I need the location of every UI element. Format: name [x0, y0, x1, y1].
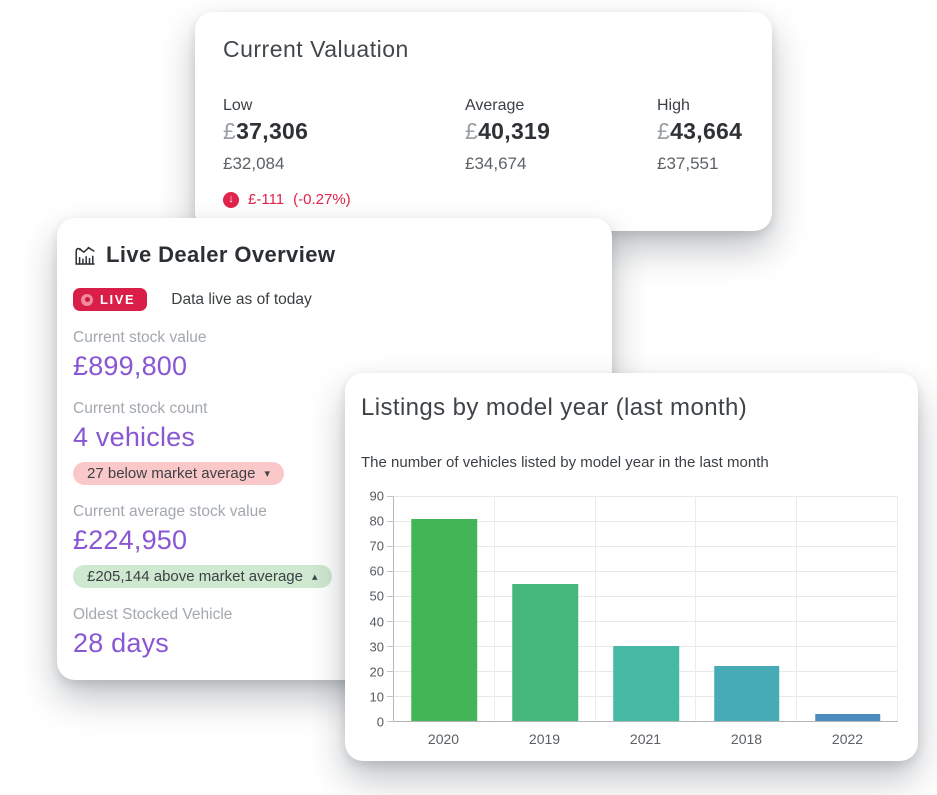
overview-card-title: Live Dealer Overview	[106, 242, 336, 267]
change-percent: (-0.27%)	[293, 191, 351, 208]
valuation-secondary-value: £37,551	[657, 154, 719, 173]
valuation-value: £37,306	[223, 118, 465, 145]
stat-current-stock-value: Current stock value £899,800	[73, 329, 594, 382]
change-amount: £-111	[248, 191, 285, 208]
live-dot-icon	[81, 293, 93, 306]
bar-2020	[411, 518, 478, 721]
y-axis-tick-label: 20	[369, 664, 384, 680]
bar-2018	[714, 666, 780, 721]
stat-label: Oldest Stocked Vehicle	[73, 606, 233, 623]
y-axis-tick-label: 80	[369, 513, 384, 529]
valuation-column-average: Average £40,319 £34,674	[465, 97, 657, 174]
valuation-amount: 43,664	[670, 118, 743, 144]
valuation-change-indicator: ↓ £-111 (-0.27%)	[223, 191, 744, 208]
badge-text: £205,144 above market average	[87, 568, 303, 585]
x-axis-label: 2018	[730, 731, 763, 747]
stat-value: 4 vehicles	[73, 422, 196, 452]
listings-chart-card: Listings by model year (last month) The …	[345, 373, 918, 761]
valuation-label: High	[657, 97, 690, 114]
valuation-secondary-value: £34,674	[465, 154, 527, 173]
y-axis-tick-label: 90	[369, 488, 384, 504]
y-axis-tick-label: 10	[369, 689, 384, 705]
stat-oldest-stocked-vehicle: Oldest Stocked Vehicle 28 days	[73, 606, 594, 659]
y-axis-tick-label: 30	[369, 639, 384, 655]
live-status-row: LIVE Data live as of today	[73, 288, 594, 311]
live-status-text: Data live as of today	[171, 290, 312, 308]
chart-plot	[387, 496, 898, 722]
bar-2021	[613, 646, 679, 721]
bar-2019	[512, 583, 578, 721]
live-badge-label: LIVE	[100, 292, 136, 307]
current-valuation-card: Current Valuation Low £37,306 £32,084 Av…	[195, 12, 772, 231]
x-axis-label: 2021	[629, 731, 662, 747]
x-axis-label: 2022	[831, 731, 864, 747]
valuation-card-title: Current Valuation	[223, 36, 409, 62]
stat-value: £899,800	[73, 351, 188, 381]
histogram-icon	[73, 243, 97, 267]
chevron-down-icon: ▾	[264, 468, 270, 480]
chart-card-title: Listings by model year (last month)	[361, 394, 748, 421]
stat-label: Current average stock value	[73, 503, 267, 520]
y-axis-tick-label: 70	[369, 538, 384, 554]
arrow-down-circle-icon: ↓	[223, 191, 239, 208]
below-market-average-badge[interactable]: 27 below market average ▾	[73, 462, 284, 485]
bar-chart: 0 10 20 30 40 50 60 70 80 90 2020 2019 2021 2018 2022	[361, 489, 898, 747]
overview-title-row: Live Dealer Overview	[73, 242, 594, 268]
valuation-secondary-value: £32,084	[223, 154, 285, 173]
valuation-value: £43,664	[657, 118, 744, 145]
y-axis-tick-label: 60	[369, 563, 384, 579]
currency-symbol: £	[465, 118, 479, 144]
y-axis-tick-label: 40	[369, 614, 384, 630]
valuation-amount: 37,306	[236, 118, 309, 144]
stat-label: Current stock count	[73, 400, 208, 417]
chart-plot-area: 2020 2019 2021 2018 2022	[387, 496, 898, 747]
x-axis-label: 2020	[427, 731, 460, 747]
valuation-columns: Low £37,306 £32,084 Average £40,319 £34,…	[223, 97, 744, 174]
currency-symbol: £	[657, 118, 671, 144]
valuation-label: Low	[223, 97, 253, 114]
chart-yaxis: 0 10 20 30 40 50 60 70 80 90	[361, 489, 393, 730]
live-badge: LIVE	[73, 288, 148, 311]
valuation-column-low: Low £37,306 £32,084	[223, 97, 465, 174]
stat-current-stock-count: Current stock count 4 vehicles 27 below …	[73, 400, 594, 485]
stat-label: Current stock value	[73, 329, 207, 346]
currency-symbol: £	[223, 118, 237, 144]
stat-value: 28 days	[73, 628, 169, 658]
chart-subtitle: The number of vehicles listed by model y…	[361, 454, 769, 471]
y-axis-tick-label: 50	[369, 588, 384, 604]
valuation-value: £40,319	[465, 118, 657, 145]
above-market-average-badge[interactable]: £205,144 above market average ▴	[73, 565, 332, 588]
valuation-amount: 40,319	[478, 118, 551, 144]
chart-xlabels: 2020 2019 2021 2018 2022	[393, 722, 898, 747]
x-axis-label: 2019	[528, 731, 561, 747]
y-axis-tick-label: 0	[376, 714, 384, 730]
valuation-label: Average	[465, 97, 525, 114]
stat-current-average-stock-value: Current average stock value £224,950 £20…	[73, 503, 594, 588]
bar-2022	[814, 713, 881, 721]
valuation-column-high: High £43,664 £37,551	[657, 97, 744, 174]
stat-value: £224,950	[73, 525, 188, 555]
chevron-up-icon: ▴	[311, 571, 318, 583]
badge-text: 27 below market average	[87, 465, 256, 482]
